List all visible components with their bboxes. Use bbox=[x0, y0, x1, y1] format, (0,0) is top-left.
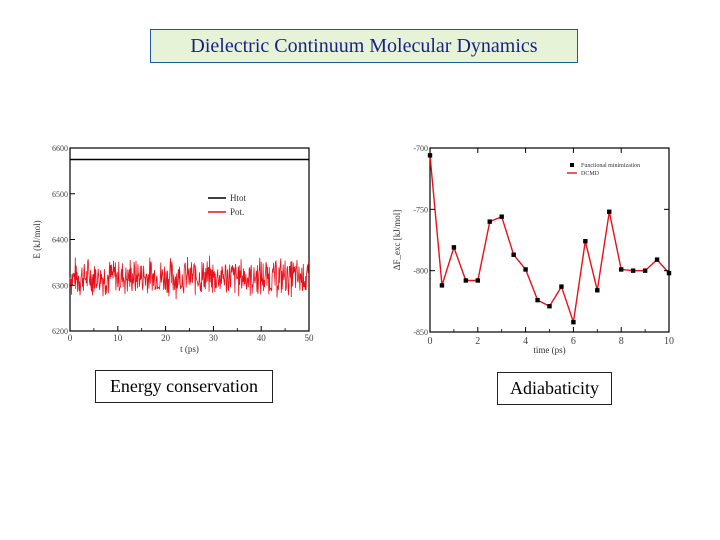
adiabaticity-plot-frame bbox=[429, 147, 670, 333]
x-axis-label: t (ps) bbox=[180, 344, 199, 354]
series-functional-point bbox=[487, 219, 492, 224]
series-functional-point bbox=[559, 284, 564, 289]
series-functional-point bbox=[439, 283, 445, 288]
y-axis-label: ΔF_exc [kJ/mol] bbox=[392, 210, 402, 271]
series-functional-point bbox=[451, 245, 457, 250]
series-functional-point bbox=[499, 214, 504, 219]
series-functional-point bbox=[547, 304, 552, 309]
legend-label: Htot bbox=[230, 193, 247, 203]
slide-title: Dielectric Continuum Molecular Dynamics bbox=[150, 29, 578, 63]
series-functional-point bbox=[654, 257, 660, 262]
x-tick-label: 0 bbox=[428, 336, 433, 347]
x-tick-label: 2 bbox=[475, 336, 480, 347]
series-functional-point bbox=[666, 270, 672, 276]
y-tick-label: -700 bbox=[413, 144, 428, 153]
series-functional-point bbox=[571, 319, 576, 325]
x-axis-label: time (ps) bbox=[533, 345, 565, 355]
legend-label-functional: Functional minimization bbox=[581, 163, 640, 169]
adiabaticity-chart: 0 2 4 6 8 10 -700 -750 -800 -850 time (ps) ΔF_exc [… bbox=[392, 144, 674, 355]
legend-swatch-functional bbox=[570, 163, 574, 167]
series-functional-point bbox=[630, 268, 636, 273]
y-tick-label: -750 bbox=[413, 205, 428, 214]
legend-label-dcmd: DCMD bbox=[581, 171, 600, 177]
caption-adiabaticity: Adiabaticity bbox=[497, 372, 612, 405]
series-functional-point bbox=[642, 268, 648, 273]
series-functional-point bbox=[595, 288, 600, 293]
series-functional-point bbox=[511, 252, 516, 257]
y-tick-label: -800 bbox=[413, 267, 428, 276]
legend-label: Pot. bbox=[230, 207, 244, 217]
series-functional-point bbox=[523, 267, 528, 272]
series-pot-line bbox=[69, 255, 310, 300]
series-functional-point bbox=[535, 297, 540, 303]
energy-chart: 0 10 20 30 40 50 6200 6300 6400 6500 6600 t (ps) E (… bbox=[32, 144, 314, 354]
series-functional-point bbox=[583, 239, 588, 244]
y-tick-label: -850 bbox=[413, 328, 428, 337]
y-tick-label: 6500 bbox=[52, 190, 68, 199]
x-tick-label: 6 bbox=[571, 336, 576, 347]
series-functional-point bbox=[427, 153, 433, 158]
series-functional-point bbox=[619, 267, 624, 272]
y-tick-label: 6300 bbox=[52, 281, 68, 290]
x-tick-label: 20 bbox=[161, 333, 171, 343]
y-tick-label: 6600 bbox=[52, 144, 68, 153]
energy-plot-area: 0 10 20 30 40 50 6200 6300 6400 6500 6600 t (ps) E (… bbox=[32, 144, 314, 354]
y-tick-label: 6400 bbox=[52, 236, 68, 245]
x-tick-label: 8 bbox=[619, 336, 624, 347]
adiabaticity-plot-area: 0 2 4 6 8 10 -700 -750 -800 -850 time (ps) ΔF_exc [… bbox=[392, 144, 674, 355]
x-tick-label: 30 bbox=[209, 333, 219, 343]
x-tick-label: 10 bbox=[664, 336, 674, 347]
series-functional-point bbox=[463, 278, 469, 283]
series-functional-point bbox=[475, 278, 480, 283]
caption-energy-conservation: Energy conservation bbox=[95, 370, 273, 403]
energy-plot-frame bbox=[69, 147, 310, 332]
x-tick-label: 40 bbox=[257, 333, 267, 343]
y-axis-label: E (kJ/mol) bbox=[32, 220, 42, 258]
x-tick-label: 0 bbox=[68, 333, 73, 343]
x-tick-label: 10 bbox=[113, 333, 123, 343]
y-tick-label: 6200 bbox=[52, 327, 68, 336]
x-tick-label: 4 bbox=[523, 336, 528, 347]
series-functional-point bbox=[607, 209, 612, 214]
x-tick-label: 50 bbox=[305, 333, 315, 343]
